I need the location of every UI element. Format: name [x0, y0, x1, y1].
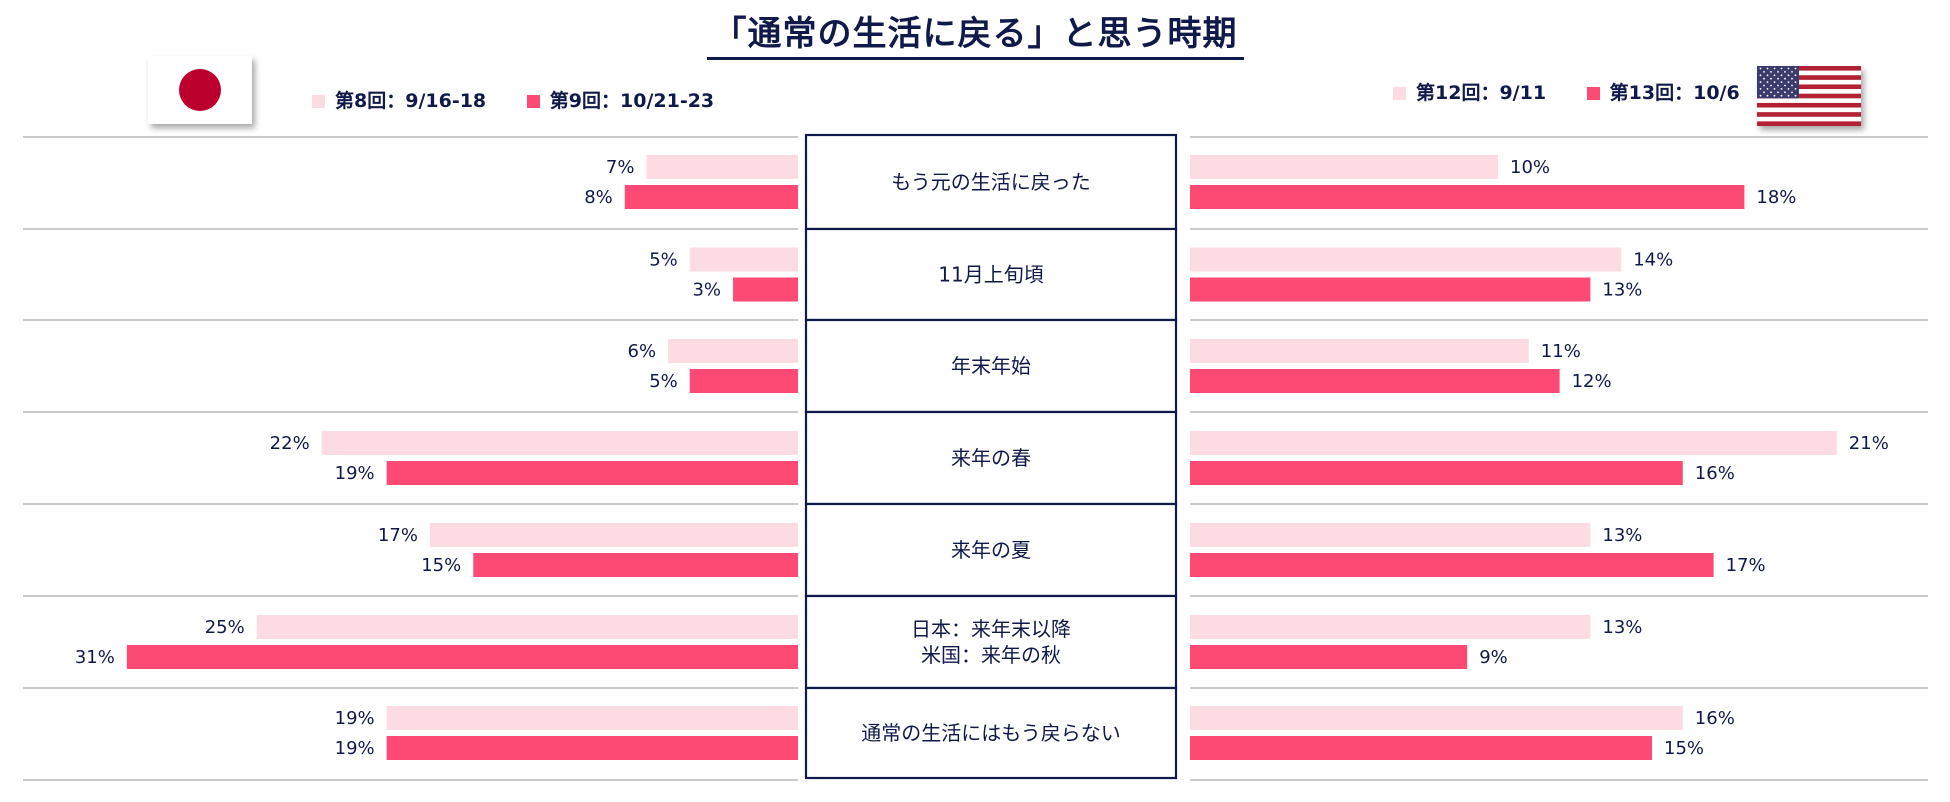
usa-bar	[1190, 431, 1837, 455]
usa-data-label: 14%	[1633, 250, 1673, 271]
usa-legend-swatch-1	[1393, 87, 1406, 100]
usa-bar	[1190, 247, 1622, 272]
usa-legend-swatch-2	[1586, 87, 1600, 100]
usa-bar	[1190, 553, 1714, 577]
chart-title-wrap: 「通常の生活に戻る」と思う時期	[0, 6, 1950, 60]
japan-bar	[646, 155, 798, 179]
japan-bar	[668, 339, 798, 363]
japan-data-label: 7%	[606, 157, 635, 178]
japan-bar	[429, 523, 798, 547]
category-label: 米国：来年の秋	[921, 643, 1061, 667]
japan-legend-swatch-1	[312, 95, 325, 108]
japan-bar	[624, 185, 798, 209]
japan-bar	[733, 277, 798, 302]
usa-data-label: 17%	[1726, 555, 1766, 576]
japan-data-label: 22%	[270, 433, 310, 454]
japan-data-label: 17%	[378, 525, 418, 546]
category-label: もう元の生活に戻った	[891, 170, 1090, 194]
japan-bar	[321, 431, 798, 455]
usa-legend-item-2: 第13回：10/6	[1586, 78, 1740, 105]
japan-data-label: 25%	[205, 617, 245, 638]
category-box	[804, 410, 1178, 506]
japan-bar	[386, 706, 798, 730]
japan-bar	[126, 645, 799, 669]
category-label: 通常の生活にはもう戻らない	[861, 721, 1120, 745]
japan-data-label: 3%	[692, 280, 721, 301]
usa-bar	[1190, 155, 1498, 179]
category-box	[804, 686, 1178, 780]
usa-data-label: 18%	[1756, 187, 1796, 208]
japan-legend-item-2: 第9回：10/21-23	[526, 86, 715, 113]
category-label: 来年の夏	[951, 538, 1031, 562]
usa-data-label: 13%	[1602, 525, 1642, 546]
japan-flag-icon	[148, 56, 252, 124]
chart-title: 「通常の生活に戻る」と思う時期	[706, 6, 1244, 60]
japan-data-label: 19%	[335, 463, 375, 484]
category-box	[804, 594, 1178, 690]
japan-bar	[256, 615, 798, 639]
japan-legend-label-2: 第9回：10/21-23	[549, 90, 715, 112]
category-box	[804, 227, 1178, 322]
usa-flag-icon	[1757, 66, 1861, 126]
usa-bar	[1190, 645, 1468, 669]
japan-data-label: 19%	[335, 738, 375, 759]
usa-data-label: 15%	[1664, 738, 1704, 759]
usa-bar	[1190, 523, 1591, 547]
usa-bar	[1190, 369, 1560, 393]
japan-bar	[689, 369, 798, 393]
usa-data-label: 16%	[1695, 708, 1735, 729]
japan-data-label: 15%	[421, 555, 461, 576]
category-label: 11月上旬頃	[938, 263, 1043, 287]
category-box	[804, 502, 1178, 598]
usa-bar	[1190, 277, 1591, 302]
usa-bar	[1190, 339, 1529, 363]
usa-bar	[1190, 185, 1745, 209]
category-box	[804, 133, 1178, 231]
japan-legend-swatch-2	[526, 95, 540, 108]
japan-data-label: 31%	[75, 647, 115, 668]
usa-legend: 第12回：9/11 第13回：10/6	[1393, 78, 1740, 105]
category-label: 年末年始	[951, 354, 1031, 378]
japan-data-label: 6%	[628, 341, 657, 362]
japan-bar	[386, 461, 798, 485]
usa-legend-label-1: 第12回：9/11	[1416, 82, 1547, 104]
usa-data-label: 9%	[1479, 647, 1508, 668]
usa-legend-item-1: 第12回：9/11	[1393, 78, 1546, 105]
japan-bar	[473, 553, 798, 577]
japan-bar	[689, 247, 798, 272]
japan-legend-item-1: 第8回：9/16-18	[312, 86, 486, 113]
usa-data-label: 16%	[1695, 463, 1735, 484]
usa-data-label: 11%	[1541, 341, 1581, 362]
category-label: 日本：来年末以降	[911, 617, 1071, 641]
japan-data-label: 8%	[584, 187, 613, 208]
usa-data-label: 13%	[1602, 617, 1642, 638]
usa-data-label: 10%	[1510, 157, 1550, 178]
usa-bar	[1190, 615, 1591, 639]
usa-bar	[1190, 736, 1652, 760]
usa-legend-label-2: 第13回：10/6	[1609, 82, 1740, 104]
japan-legend: 第8回：9/16-18 第9回：10/21-23	[312, 86, 748, 113]
japan-data-label: 5%	[649, 250, 678, 271]
usa-bar	[1190, 461, 1683, 485]
japan-bar	[386, 736, 798, 760]
usa-data-label: 13%	[1602, 280, 1642, 301]
usa-data-label: 21%	[1849, 433, 1889, 454]
usa-data-label: 12%	[1572, 371, 1612, 392]
japan-data-label: 5%	[649, 371, 678, 392]
category-label: 来年の春	[951, 446, 1031, 470]
usa-bar	[1190, 706, 1683, 730]
japan-data-label: 19%	[335, 708, 375, 729]
japan-legend-label-1: 第8回：9/16-18	[335, 90, 487, 112]
